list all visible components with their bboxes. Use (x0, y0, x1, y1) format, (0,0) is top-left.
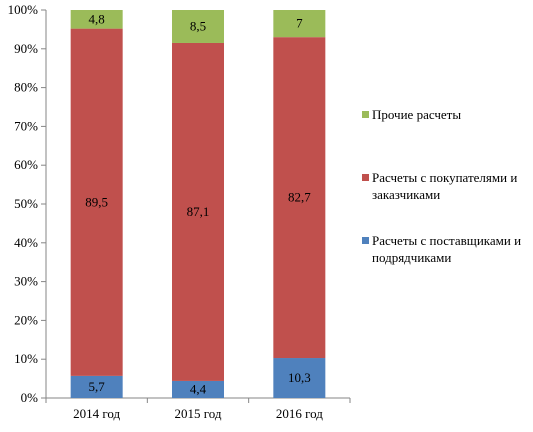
legend-item-suppliers: Расчеты с поставщиками и подрядчиками (362, 232, 532, 266)
chart-legend: Прочие расчеты Расчеты с покупателями и … (362, 0, 533, 427)
y-tick-label: 40% (14, 235, 38, 250)
legend-swatch-customers (362, 174, 369, 181)
data-label: 4,8 (89, 11, 105, 26)
x-tick-label: 2016 год (276, 406, 323, 421)
y-tick-label: 10% (14, 351, 38, 366)
data-label: 87,1 (187, 204, 210, 219)
data-label: 89,5 (85, 194, 108, 209)
bar-segment (70, 28, 123, 376)
bar-segment (273, 10, 326, 38)
bar-segment (273, 358, 326, 398)
data-label: 4,4 (190, 381, 207, 396)
bar-segment (273, 37, 326, 359)
legend-swatch-suppliers (362, 237, 369, 244)
y-tick-label: 70% (14, 118, 38, 133)
bar-segment (172, 10, 224, 43)
data-label: 8,5 (190, 18, 206, 33)
y-tick-label: 20% (14, 312, 38, 327)
x-tick-label: 2014 год (73, 406, 120, 421)
legend-swatch-other (362, 111, 369, 118)
data-label: 7 (296, 16, 303, 31)
bar-segment (70, 10, 123, 29)
legend-item-customers: Расчеты с покупателями и заказчиками (362, 169, 532, 203)
legend-label-suppliers: Расчеты с поставщиками и подрядчиками (372, 233, 522, 265)
y-tick-label: 60% (14, 157, 38, 172)
y-tick-label: 80% (14, 80, 38, 95)
legend-label-customers: Расчеты с покупателями и заказчиками (372, 170, 518, 202)
bar-segment (70, 375, 123, 398)
y-tick-label: 30% (14, 274, 38, 289)
bar-segment (172, 380, 224, 398)
y-tick-label: 0% (21, 390, 39, 405)
x-tick-label: 2015 год (175, 406, 222, 421)
legend-item-other: Прочие расчеты (362, 106, 532, 123)
data-label: 82,7 (288, 190, 311, 205)
legend-label-other: Прочие расчеты (372, 107, 462, 122)
data-label: 5,7 (89, 379, 106, 394)
y-tick-label: 100% (8, 2, 39, 17)
y-tick-label: 50% (14, 196, 38, 211)
y-tick-label: 90% (14, 41, 38, 56)
data-label: 10,3 (288, 370, 311, 385)
bar-segment (172, 42, 224, 381)
